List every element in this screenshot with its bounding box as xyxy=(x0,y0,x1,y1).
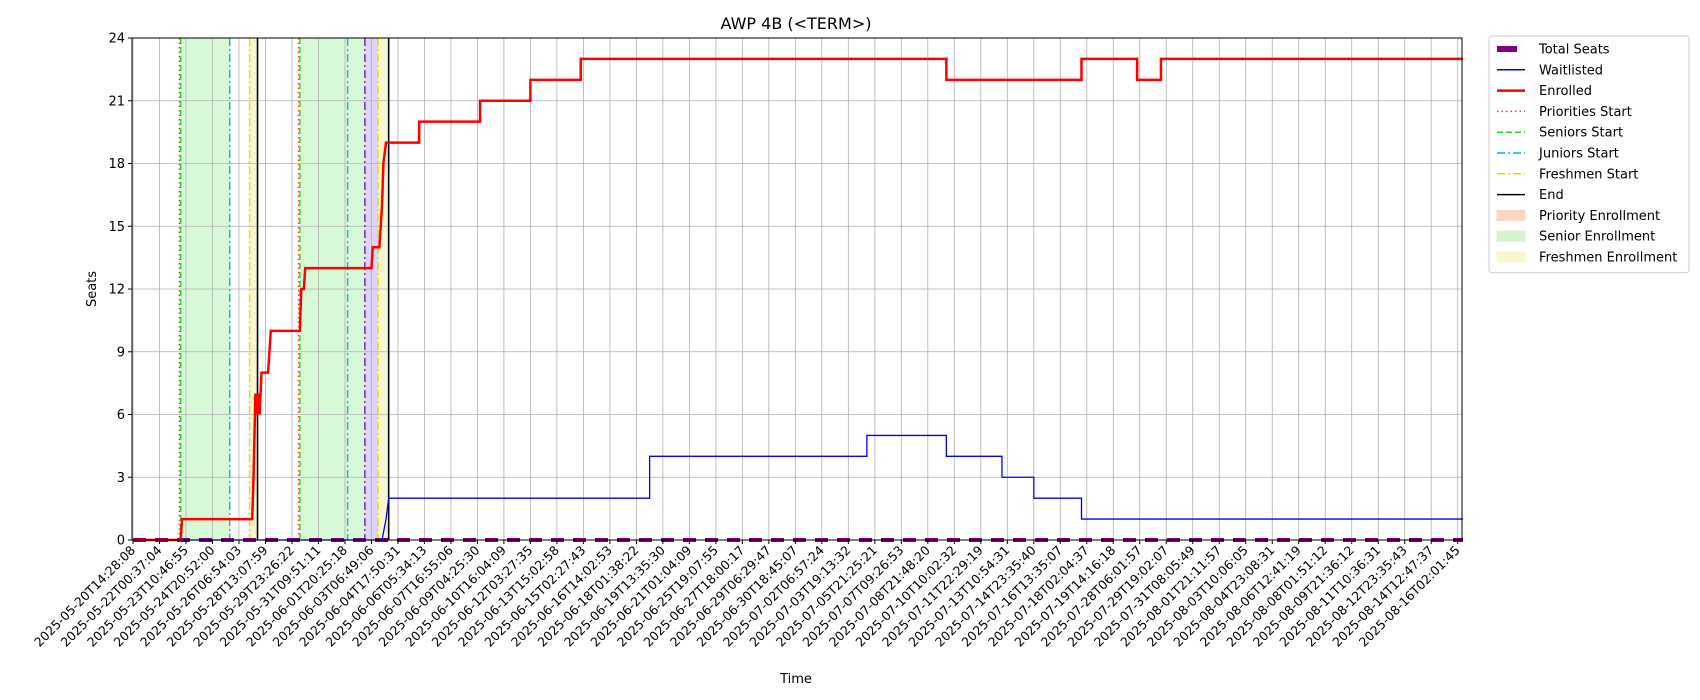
legend-label: Senior Enrollment xyxy=(1539,230,1655,245)
y-tick-label: 12 xyxy=(108,283,125,298)
legend-swatch xyxy=(1496,230,1526,242)
legend-label: Total Seats xyxy=(1538,43,1610,58)
legend-label: Priority Enrollment xyxy=(1539,209,1660,224)
y-tick-label: 15 xyxy=(108,220,125,235)
y-tick-label: 6 xyxy=(117,408,125,423)
y-tick-label: 0 xyxy=(117,534,125,549)
legend-label: Seniors Start xyxy=(1539,126,1623,141)
legend: Total Seats Waitlisted Enrolled Priorities … xyxy=(1488,35,1690,274)
y-tick-label: 9 xyxy=(117,345,125,360)
legend-label: Juniors Start xyxy=(1538,147,1619,162)
legend-label: Priorities Start xyxy=(1539,105,1632,120)
y-axis-label: Seats xyxy=(85,271,100,307)
legend-swatch xyxy=(1496,251,1526,263)
y-tick-label: 18 xyxy=(108,157,125,172)
legend-label: Freshmen Enrollment xyxy=(1539,251,1677,266)
legend-swatch xyxy=(1496,209,1526,221)
chart-title: AWP 4B (<TERM>) xyxy=(721,14,872,33)
x-axis-label: Time xyxy=(779,672,812,687)
axes-frame xyxy=(131,37,1463,541)
series-line xyxy=(133,434,1463,541)
y-tick-label: 24 xyxy=(108,32,125,47)
legend-label: Enrolled xyxy=(1539,84,1592,99)
legend-label: Waitlisted xyxy=(1539,63,1603,78)
legend-swatch xyxy=(1497,46,1517,52)
plot-area: 036912151821242025-05-20T14:28:082025-05… xyxy=(31,32,1463,650)
y-tick-label: 3 xyxy=(117,471,125,486)
y-tick-label: 21 xyxy=(108,94,125,109)
legend-label: End xyxy=(1539,188,1564,203)
legend-label: Freshmen Start xyxy=(1539,167,1638,182)
legend-box xyxy=(1488,35,1690,274)
series-line xyxy=(133,57,1463,542)
